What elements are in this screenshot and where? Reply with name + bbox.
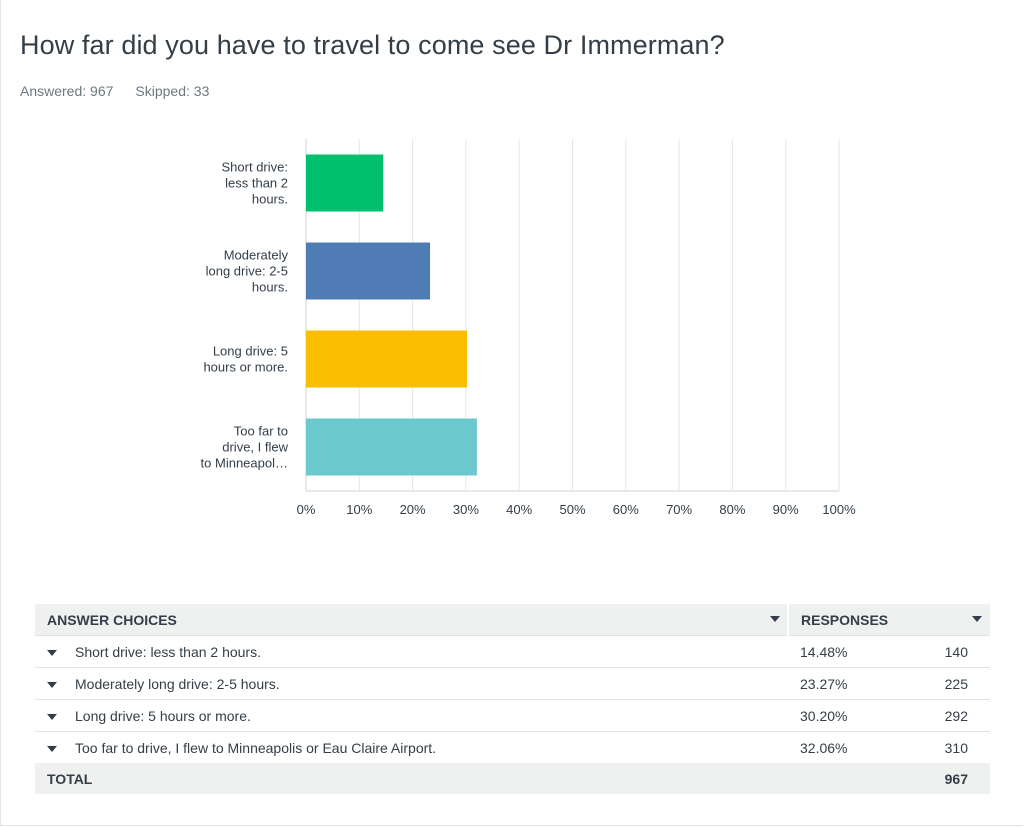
percent-cell: 30.20% — [788, 699, 908, 732]
sort-responses-icon[interactable] — [972, 616, 982, 622]
x-tick-label: 100% — [822, 502, 856, 517]
bar[interactable] — [306, 242, 431, 300]
x-tick-label: 40% — [506, 502, 532, 517]
answer-choices-header[interactable]: ANSWER CHOICES — [35, 604, 788, 636]
responses-header-label: RESPONSES — [801, 611, 889, 628]
category-label: Moderately long drive: 2-5 hours. — [206, 248, 289, 295]
percent-cell: 14.48% — [788, 635, 908, 668]
choice-cell: Short drive: less than 2 hours. — [35, 635, 788, 668]
table-row: Moderately long drive: 2-5 hours. 23.27%… — [35, 667, 990, 700]
choice-cell: Long drive: 5 hours or more. — [35, 699, 788, 732]
x-tick-label: 90% — [773, 502, 799, 517]
answer-choices-header-label: ANSWER CHOICES — [47, 611, 177, 628]
total-count: 967 — [908, 763, 990, 794]
expand-row-icon[interactable] — [47, 713, 57, 720]
x-tick-label: 10% — [346, 502, 372, 517]
question-title: How far did you have to travel to come s… — [20, 30, 725, 60]
results-table: ANSWER CHOICES RESPONSES Short drive: le… — [35, 604, 990, 794]
x-tick-label: 70% — [666, 502, 692, 517]
expand-row-icon[interactable] — [47, 681, 57, 688]
percent-cell: 23.27% — [788, 667, 908, 700]
expand-row-icon[interactable] — [47, 649, 57, 656]
percent-cell: 32.06% — [788, 731, 908, 763]
category-label: Short drive: less than 2 hours. — [222, 160, 288, 207]
x-tick-label: 30% — [453, 502, 479, 517]
expand-row-icon[interactable] — [47, 745, 57, 752]
bar[interactable] — [306, 154, 384, 212]
count-cell: 225 — [908, 667, 990, 700]
choice-cell: Moderately long drive: 2-5 hours. — [35, 667, 788, 700]
table-row: Short drive: less than 2 hours. 14.48% 1… — [35, 635, 990, 668]
count-cell: 292 — [908, 699, 990, 732]
choice-label: Short drive: less than 2 hours. — [75, 643, 261, 660]
bar[interactable] — [306, 418, 477, 476]
count-cell: 310 — [908, 731, 990, 763]
x-tick-label: 0% — [297, 502, 316, 517]
choice-cell: Too far to drive, I flew to Minneapolis … — [35, 731, 788, 763]
choice-label: Moderately long drive: 2-5 hours. — [75, 675, 280, 692]
x-tick-label: 60% — [613, 502, 639, 517]
choice-label: Long drive: 5 hours or more. — [75, 707, 251, 724]
skipped-count: Skipped: 33 — [135, 83, 210, 99]
count-cell: 140 — [908, 635, 990, 668]
table-row: Too far to drive, I flew to Minneapolis … — [35, 731, 990, 763]
x-tick-label: 80% — [719, 502, 745, 517]
table-row: Long drive: 5 hours or more. 30.20% 292 — [35, 699, 990, 732]
x-tick-label: 50% — [559, 502, 585, 517]
total-label: TOTAL — [35, 763, 788, 794]
category-label: Long drive: 5 hours or more. — [203, 344, 288, 375]
table-header-row: ANSWER CHOICES RESPONSES — [35, 604, 990, 636]
answered-count: Answered: 967 — [20, 83, 114, 99]
x-tick-label: 20% — [400, 502, 426, 517]
bar[interactable] — [306, 330, 467, 388]
choice-label: Too far to drive, I flew to Minneapolis … — [75, 739, 437, 756]
sort-answer-choices-icon[interactable] — [770, 616, 780, 622]
category-label: Too far to drive, I flew to Minneapol… — [201, 424, 289, 471]
response-stats: Answered: 967 Skipped: 33 — [20, 83, 209, 99]
bar-chart: 0% 10% 20% 30% 40% 50% 60% 70% 80% 90% 100% Short d… — [201, 139, 856, 517]
total-spacer — [788, 763, 908, 794]
responses-header[interactable]: RESPONSES — [787, 604, 990, 636]
total-row: TOTAL 967 — [35, 763, 990, 794]
